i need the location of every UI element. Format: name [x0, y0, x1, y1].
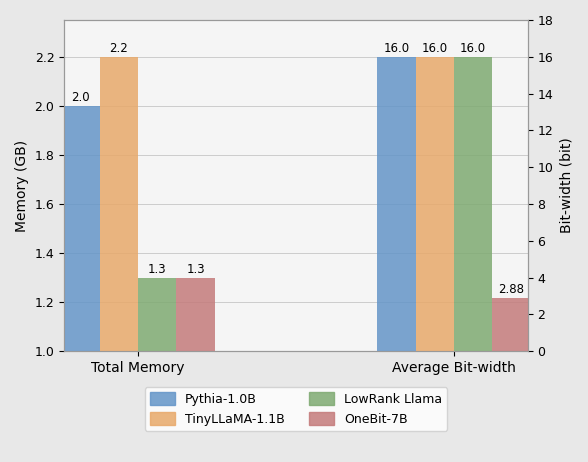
Y-axis label: Memory (GB): Memory (GB): [15, 140, 29, 231]
Legend: Pythia-1.0B, TinyLLaMA-1.1B, LowRank Llama, OneBit-7B: Pythia-1.0B, TinyLLaMA-1.1B, LowRank Lla…: [145, 388, 447, 431]
Text: 1.3: 1.3: [186, 262, 205, 275]
Text: 16.0: 16.0: [422, 42, 448, 55]
Bar: [99, 57, 138, 351]
Y-axis label: Bit-width (bit): Bit-width (bit): [559, 138, 573, 233]
Text: 2.2: 2.2: [109, 42, 128, 55]
Bar: [416, 57, 454, 351]
Bar: [138, 278, 176, 351]
Bar: [176, 278, 215, 351]
Text: 16.0: 16.0: [460, 42, 486, 55]
Bar: [492, 298, 531, 351]
Bar: [454, 57, 492, 351]
Text: 1.3: 1.3: [148, 262, 166, 275]
Text: 2.0: 2.0: [71, 91, 90, 104]
Bar: [377, 57, 416, 351]
Bar: [61, 106, 99, 351]
Text: 2.88: 2.88: [499, 283, 524, 296]
Text: 16.0: 16.0: [383, 42, 409, 55]
